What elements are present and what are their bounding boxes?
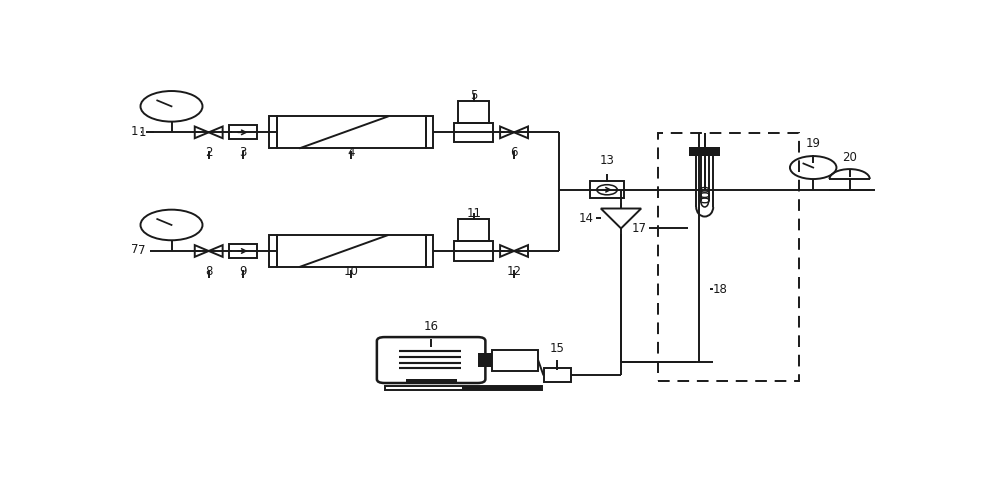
- Text: 10: 10: [344, 265, 359, 278]
- Bar: [229, 125, 257, 139]
- Text: 20: 20: [842, 151, 857, 164]
- Text: 9: 9: [239, 265, 247, 278]
- Text: 4: 4: [348, 146, 355, 159]
- Bar: [406, 379, 457, 384]
- Text: 15: 15: [550, 342, 565, 355]
- Text: 18: 18: [712, 283, 727, 296]
- Bar: [544, 368, 571, 382]
- Text: 13: 13: [600, 154, 614, 167]
- Text: 7: 7: [138, 245, 146, 257]
- Bar: [269, 116, 277, 149]
- Text: 1: 1: [131, 125, 138, 138]
- Bar: [462, 386, 541, 390]
- Text: 17: 17: [632, 222, 647, 235]
- Bar: [385, 386, 542, 390]
- Text: 14: 14: [579, 212, 594, 225]
- Bar: [229, 244, 257, 258]
- Text: 8: 8: [205, 265, 212, 278]
- Bar: [658, 133, 799, 381]
- Text: 1: 1: [138, 126, 146, 139]
- Bar: [426, 235, 433, 267]
- Text: 19: 19: [806, 137, 821, 150]
- Text: 5: 5: [470, 89, 477, 102]
- Bar: [277, 235, 426, 267]
- Text: 11: 11: [466, 207, 481, 220]
- Bar: [458, 219, 489, 242]
- Text: 2: 2: [205, 146, 212, 159]
- Bar: [478, 353, 492, 367]
- Bar: [277, 116, 426, 149]
- Text: 12: 12: [507, 265, 522, 278]
- Bar: [458, 100, 489, 123]
- Bar: [689, 147, 720, 156]
- Text: 7: 7: [131, 244, 138, 256]
- Bar: [426, 116, 433, 149]
- Bar: [454, 242, 493, 260]
- Bar: [269, 235, 277, 267]
- Text: 6: 6: [510, 146, 518, 159]
- Text: 3: 3: [239, 146, 246, 159]
- Bar: [454, 123, 493, 142]
- Bar: [590, 181, 624, 198]
- Text: 16: 16: [424, 320, 439, 333]
- Bar: [492, 349, 538, 371]
